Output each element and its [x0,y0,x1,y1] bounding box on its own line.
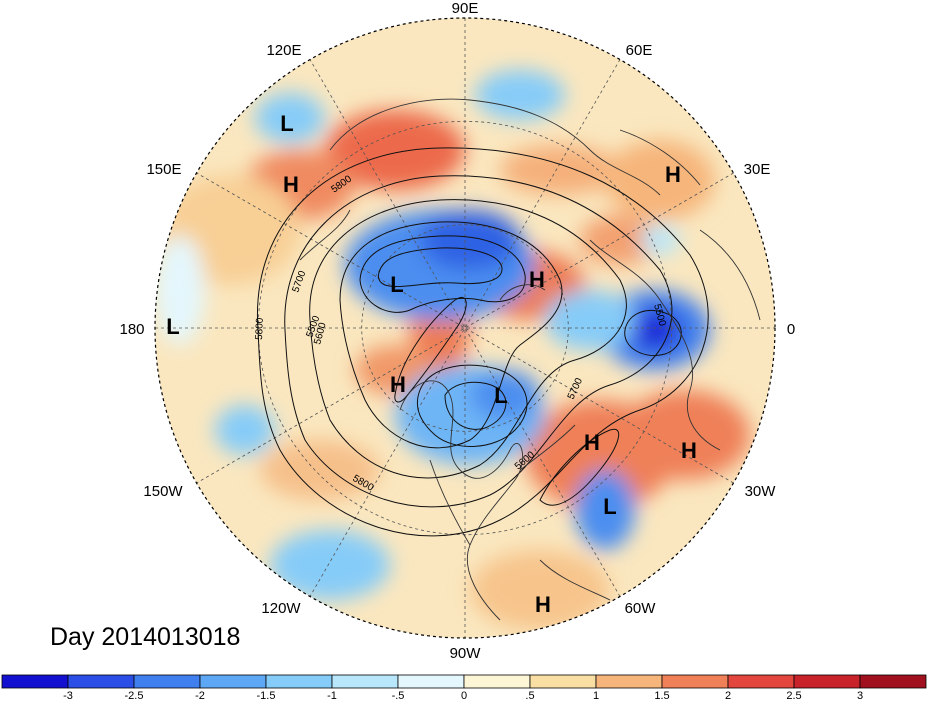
longitude-label: 30W [745,483,777,500]
longitude-label: 150E [146,161,181,178]
colorbar-swatch [595,674,663,689]
colorbar-swatch [265,674,333,689]
longitude-label: 60W [625,600,657,617]
colorbar-swatch [859,674,927,689]
colorbar-swatch [331,674,399,689]
colorbar: -3 -2.5 -2 -1.5 -1 -.5 0 .5 1 1.5 2 2.5 3 [1,674,927,702]
high-pressure-marker: H [535,592,551,617]
longitude-label: 90E [452,0,479,17]
colorbar-tick-label: -1.5 [257,690,276,702]
longitude-label: 120E [266,42,301,59]
colorbar-tick-label: -2.5 [125,690,144,702]
low-pressure-marker: L [390,272,403,297]
high-pressure-marker: H [529,267,545,292]
colorbar-swatch [529,674,597,689]
colorbar-swatch [1,674,69,689]
colorbar-tick-label: -.5 [392,690,405,702]
colorbar-tick-label: 1 [593,690,599,702]
longitude-label: 180 [119,321,144,338]
longitude-label: 150W [143,483,183,500]
longitude-labels: 90E 60E 30E 0 30W 60W 90W 120W 150W 180 … [119,0,795,662]
height-contours [256,147,709,537]
low-pressure-marker: L [494,383,507,408]
longitude-label: 0 [787,321,795,338]
colorbar-tick-label: 1.5 [654,690,669,702]
longitude-label: 90W [450,645,482,662]
colorbar-tick-label: -2 [195,690,205,702]
high-pressure-marker: H [390,372,406,397]
colorbar-swatch [397,674,465,689]
map-title: Day 2014013018 [50,623,240,651]
pressure-systems: L H L H H L H L H H L H [166,111,697,617]
colorbar-swatch [199,674,267,689]
longitude-label: 60E [626,42,653,59]
colorbar-swatch [727,674,795,689]
high-pressure-marker: H [283,172,299,197]
colorbar-tick-label: -1 [327,690,337,702]
colorbar-tick-label: 3 [857,690,863,702]
colorbar-swatch [133,674,201,689]
colorbar-swatch [793,674,861,689]
low-pressure-marker: L [603,494,616,519]
coastlines [299,98,761,621]
colorbar-swatch [67,674,135,689]
colorbar-tick-label: 2 [725,690,731,702]
low-pressure-marker: L [280,111,293,136]
low-pressure-marker: L [166,314,179,339]
colorbar-tick-label: 0 [461,690,467,702]
longitude-label: 120W [261,600,301,617]
colorbar-tick-label: 2.5 [786,690,801,702]
contour-label: 5800 [254,317,266,340]
colorbar-swatch [661,674,729,689]
colorbar-swatch [463,674,531,689]
hemisphere-boundary [154,17,776,639]
high-pressure-marker: H [681,438,697,463]
colorbar-tick-label: -3 [63,690,73,702]
high-pressure-marker: H [665,162,681,187]
longitude-label: 30E [744,161,771,178]
high-pressure-marker: H [584,430,600,455]
colorbar-tick-label: .5 [525,690,534,702]
